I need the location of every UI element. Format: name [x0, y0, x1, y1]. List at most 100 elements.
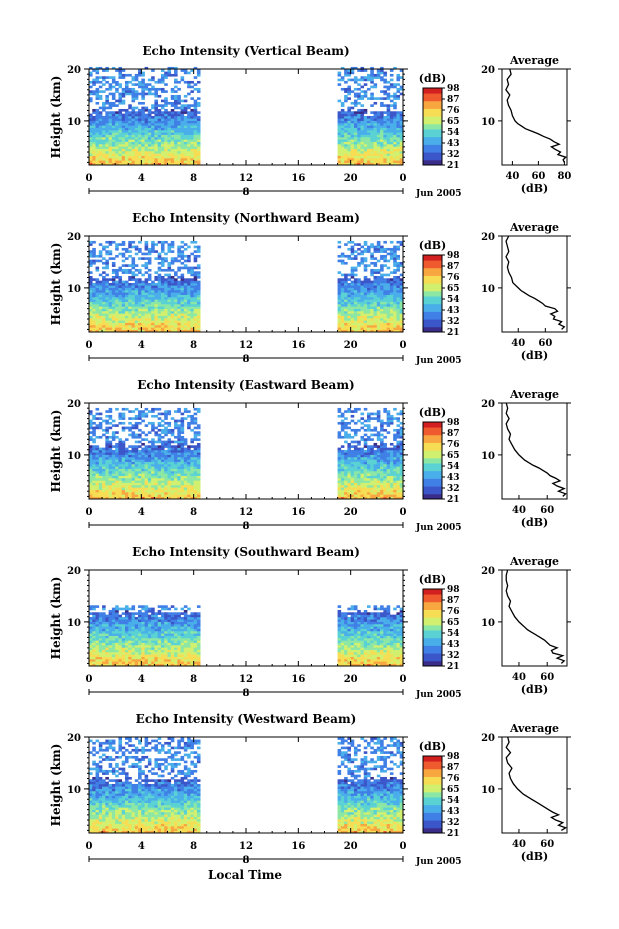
heatmap-cell: [160, 294, 165, 298]
heatmap-cell: [160, 452, 165, 455]
heatmap-cell: [389, 317, 394, 321]
heatmap-cell: [347, 299, 351, 302]
heatmap-cell: [380, 101, 384, 105]
heatmap-cell: [399, 280, 404, 284]
heatmap-cell: [164, 240, 168, 244]
heatmap-cell: [344, 115, 348, 119]
heatmap-cell: [193, 308, 198, 312]
heatmap-cell: [105, 322, 109, 326]
heatmap-cell: [376, 310, 381, 314]
heatmap-cell: [144, 482, 149, 486]
heatmap-cell: [383, 254, 387, 258]
heatmap-cell: [108, 139, 113, 142]
heatmap-cell: [118, 313, 123, 316]
heatmap-cell: [190, 417, 194, 420]
heatmap-cell: [151, 491, 155, 495]
heatmap-cell: [115, 452, 119, 455]
heatmap-cell: [376, 282, 381, 286]
heatmap-cell: [160, 268, 165, 272]
heatmap-cell: [134, 129, 139, 133]
heatmap-cell: [160, 440, 165, 444]
heatmap-cell: [360, 487, 365, 490]
heatmap-cell: [131, 157, 136, 161]
heatmap-cell: [177, 449, 181, 453]
heatmap-cell: [170, 445, 175, 448]
heatmap-cell: [131, 447, 136, 451]
heatmap-cell: [115, 122, 119, 126]
heatmap-cell: [92, 139, 96, 142]
heatmap-cell: [105, 426, 109, 430]
heatmap-cell: [340, 287, 345, 291]
heatmap-cell: [380, 111, 384, 114]
heatmap-cell: [128, 271, 132, 274]
heatmap-cell: [138, 115, 142, 119]
heatmap-cell: [337, 150, 342, 154]
heatmap-cell: [370, 329, 374, 333]
heatmap-cell: [98, 317, 103, 321]
heatmap-cell: [121, 487, 126, 490]
heatmap-cell: [344, 496, 348, 500]
heatmap-cell: [370, 475, 374, 479]
heatmap-cell: [380, 292, 384, 295]
heatmap-cell: [399, 317, 404, 321]
heatmap-cell: [124, 250, 129, 253]
heatmap-cell: [190, 115, 194, 119]
heatmap-cell: [193, 438, 198, 441]
heatmap-cell: [183, 410, 188, 413]
heatmap-cell: [151, 247, 155, 251]
heatmap-cell: [160, 489, 165, 493]
heatmap-cell: [111, 285, 116, 288]
heatmap-cell: [134, 118, 139, 121]
heatmap-cell: [164, 317, 168, 321]
heatmap-cell: [370, 301, 374, 305]
heatmap-cell: [115, 148, 119, 152]
heatmap-cell: [164, 494, 168, 497]
heatmap-cell: [370, 449, 374, 453]
heatmap-cell: [131, 275, 136, 279]
heatmap-cell: [118, 494, 123, 497]
heatmap-cell: [141, 273, 145, 277]
heatmap-cell: [367, 468, 371, 472]
heatmap-cell: [151, 155, 155, 159]
heatmap-cell: [144, 240, 149, 244]
heatmap-cell: [340, 491, 345, 495]
heatmap-cell: [174, 150, 178, 154]
heatmap-cell: [111, 322, 116, 326]
heatmap-cell: [147, 275, 152, 279]
heatmap-cell: [180, 294, 185, 298]
heatmap-cell: [193, 452, 198, 455]
heatmap-cell: [131, 94, 136, 98]
heatmap-cell: [347, 477, 351, 481]
heatmap-cell: [164, 162, 168, 166]
colorbar-segment: [423, 118, 442, 122]
heatmap-cell: [105, 87, 109, 91]
heatmap-cell: [141, 143, 145, 147]
heatmap-cell: [393, 125, 397, 128]
heatmap-cell: [98, 94, 103, 98]
heatmap-cell: [170, 480, 175, 483]
heatmap-cell: [183, 466, 188, 469]
heatmap-cell: [376, 134, 381, 138]
heatmap-cell: [177, 431, 181, 434]
heatmap-cell: [147, 491, 152, 495]
heatmap-cell: [131, 431, 136, 434]
heatmap-cell: [160, 111, 165, 114]
heatmap-cell: [399, 306, 404, 309]
heatmap-cell: [144, 313, 149, 316]
heatmap-cell: [350, 477, 355, 481]
heatmap-cell: [350, 320, 355, 323]
heatmap-cell: [115, 155, 119, 159]
heatmap-cell: [193, 306, 198, 309]
heatmap-cell: [187, 254, 191, 258]
heatmap-cell: [196, 69, 201, 72]
heatmap-cell: [196, 489, 201, 493]
heatmap-cell: [357, 484, 361, 488]
heatmap-cell: [196, 491, 201, 495]
colorbar-segment: [423, 159, 442, 163]
colorbar-segment: [423, 329, 442, 333]
heatmap-cell: [160, 461, 165, 465]
heatmap-cell: [357, 407, 361, 411]
heatmap-cell: [151, 285, 155, 288]
heatmap-cell: [393, 92, 397, 96]
heatmap-cell: [344, 285, 348, 288]
